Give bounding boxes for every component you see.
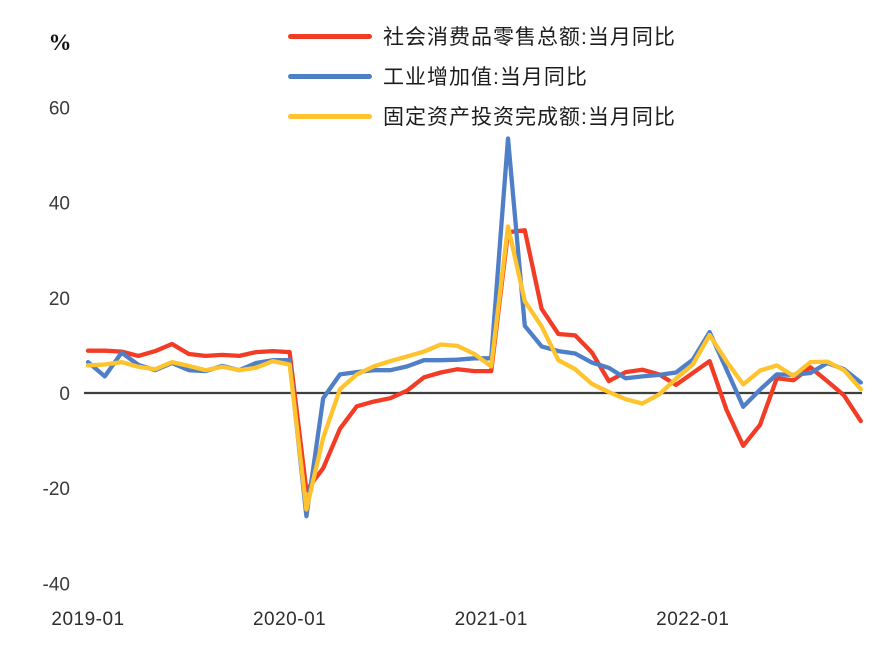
y-tick-label: 40 (49, 194, 70, 215)
y-tick-label: 0 (59, 384, 70, 405)
x-tick-label: 2021-01 (455, 609, 528, 630)
x-tick-label: 2022-01 (656, 609, 729, 630)
y-tick-label: -40 (43, 574, 70, 595)
chart-legend: 社会消费品零售总额:当月同比 工业增加值:当月同比 固定资产投资完成额:当月同比 (288, 16, 676, 136)
legend-item-retail-sales: 社会消费品零售总额:当月同比 (288, 16, 676, 56)
legend-item-fixed-asset-investment: 固定资产投资完成额:当月同比 (288, 96, 676, 136)
legend-label-retail-sales: 社会消费品零售总额:当月同比 (383, 26, 676, 49)
y-tick-label: -20 (43, 479, 70, 500)
legend-label-fixed-asset-investment: 固定资产投资完成额:当月同比 (383, 106, 676, 129)
legend-line-fixed-asset-investment (288, 113, 372, 119)
series-line-0 (85, 228, 863, 493)
y-tick-label: 60 (49, 99, 70, 120)
y-tick-label: 20 (49, 289, 70, 310)
series-line-2 (85, 224, 863, 512)
series-line-1 (85, 136, 863, 519)
legend-line-retail-sales (288, 33, 372, 39)
y-axis-unit-label: % (48, 30, 72, 55)
legend-line-industrial-value-added (288, 73, 372, 79)
x-tick-label: 2020-01 (253, 609, 326, 630)
legend-item-industrial-value-added: 工业增加值:当月同比 (288, 56, 676, 96)
x-tick-label: 2019-01 (51, 609, 124, 630)
legend-label-industrial-value-added: 工业增加值:当月同比 (383, 66, 588, 89)
